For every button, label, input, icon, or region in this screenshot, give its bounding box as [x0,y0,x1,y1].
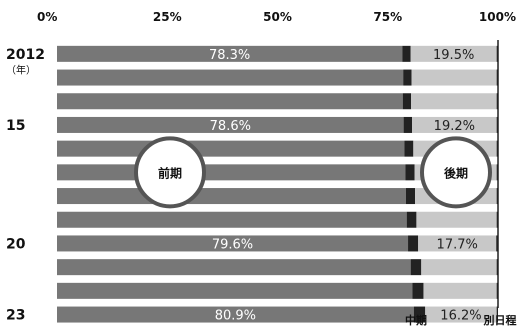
bar-16-mid [404,140,414,157]
bar-23-separate [496,306,498,323]
bar-20-mid [408,235,419,252]
data-label-early-2012: 78.3% [209,48,250,63]
bar-18-early [57,188,406,205]
x-tick-label-50: 50% [263,10,292,24]
bar-22-mid [412,282,424,299]
bar-15-early [57,116,404,133]
bar-2012-mid [402,45,411,62]
data-label-late-15: 19.2% [434,119,475,134]
bar-16-separate [496,140,498,157]
x-tick-label-75: 75% [373,10,402,24]
y-axis-labels: 2012 15 20 23 （年） [6,47,45,324]
bar-19-early [57,211,407,228]
bars [57,45,498,323]
data-label-late-20: 17.7% [437,237,478,252]
data-label-late-2012: 19.5% [433,48,474,63]
bar-23-early [57,306,414,323]
bar-23-late [425,306,497,323]
bar-20-early [57,235,409,252]
data-label-early-23: 80.9% [215,309,256,324]
bar-16-early [57,140,405,157]
bar-15-separate [496,116,498,133]
bar-2012-separate [496,45,498,62]
bar-14-late [411,93,497,110]
bar-17-separate [496,164,498,181]
bar-14-mid [402,93,412,110]
bar-20-late [418,235,497,252]
bar-14-early [57,93,403,110]
data-label-late-23: 16.2% [440,309,481,324]
bar-13-early [57,69,404,86]
bar-22-late [423,282,497,299]
bottom-legend: 中期 別日程 [405,313,517,327]
x-tick-label-25: 25% [153,10,182,24]
bar-22-early [57,282,413,299]
data-labels: 78.6% 79.6% 80.9% 78.3% 19.2% 17.7% 16.2% 19.5% [209,48,482,324]
bubble-early [134,136,206,209]
bar-19-mid [406,211,417,228]
legend-separate-label: 別日程 [483,313,517,327]
x-tick-label-100: 100% [479,10,516,24]
year-label-20: 20 [6,236,26,252]
year-label-2012: 2012 [6,47,45,63]
bar-23-mid [413,306,426,323]
bubble-callouts: 前期 後期 [134,136,492,209]
x-tick-label-0: 0% [37,10,57,24]
bar-17-mid [405,164,415,181]
bar-14-separate [496,93,498,110]
bar-21-late [421,259,497,276]
data-label-early-20: 79.6% [212,237,253,252]
bar-20-separate [496,235,498,252]
bubble-label-early: 前期 [158,165,182,180]
bar-17-early [57,164,406,181]
bubble-label-late: 後期 [444,165,468,180]
bar-15-late [412,116,497,133]
bar-18-mid [405,188,416,205]
bubble-late [420,136,492,209]
year-unit-label: （年） [6,64,36,77]
bar-2012-late [410,45,497,62]
bar-18-separate [496,188,498,205]
data-label-early-15: 78.6% [210,119,251,134]
bar-15-mid [403,116,413,133]
legend-mid-label: 中期 [405,313,427,327]
bar-21-mid [410,259,422,276]
bar-19-late [416,211,497,228]
bar-21-early [57,259,411,276]
bar-22-separate [496,282,498,299]
bar-13-late [411,69,497,86]
year-label-15: 15 [6,118,25,134]
year-label-23: 23 [6,308,25,324]
bar-21-separate [496,259,498,276]
bar-13-mid [403,69,412,86]
bar-13-separate [496,69,498,86]
bar-19-separate [496,211,498,228]
bar-2012-early [57,45,403,62]
